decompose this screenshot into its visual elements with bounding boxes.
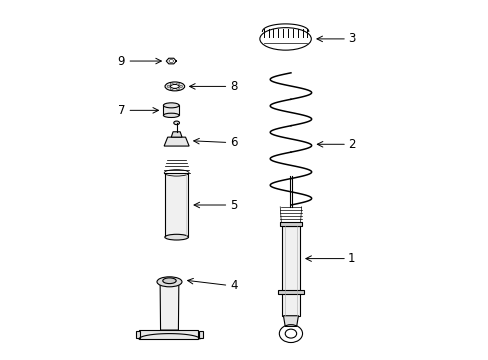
Polygon shape bbox=[171, 132, 182, 137]
Ellipse shape bbox=[176, 83, 179, 85]
Text: 4: 4 bbox=[229, 279, 237, 292]
Ellipse shape bbox=[170, 88, 173, 90]
Polygon shape bbox=[160, 282, 179, 330]
Text: 7: 7 bbox=[117, 104, 125, 117]
Polygon shape bbox=[164, 173, 188, 237]
Ellipse shape bbox=[176, 88, 179, 90]
Polygon shape bbox=[139, 330, 198, 339]
Text: 1: 1 bbox=[347, 252, 355, 265]
Ellipse shape bbox=[163, 113, 179, 117]
Polygon shape bbox=[281, 226, 300, 316]
Polygon shape bbox=[279, 222, 302, 226]
Polygon shape bbox=[135, 331, 140, 338]
Ellipse shape bbox=[163, 278, 176, 284]
Polygon shape bbox=[283, 316, 298, 327]
Ellipse shape bbox=[164, 234, 188, 240]
Text: 8: 8 bbox=[230, 80, 237, 93]
Ellipse shape bbox=[164, 82, 184, 91]
Ellipse shape bbox=[157, 277, 182, 287]
Ellipse shape bbox=[179, 85, 182, 87]
Text: 2: 2 bbox=[347, 138, 355, 151]
Text: 5: 5 bbox=[230, 198, 237, 212]
Ellipse shape bbox=[163, 103, 179, 108]
Ellipse shape bbox=[170, 83, 173, 85]
Text: 9: 9 bbox=[117, 55, 125, 68]
Polygon shape bbox=[278, 290, 303, 294]
Text: 6: 6 bbox=[229, 136, 237, 149]
Ellipse shape bbox=[173, 121, 179, 125]
Text: 3: 3 bbox=[347, 32, 355, 45]
Polygon shape bbox=[163, 105, 179, 115]
Ellipse shape bbox=[167, 85, 170, 87]
Polygon shape bbox=[164, 137, 189, 146]
Ellipse shape bbox=[170, 84, 179, 89]
Polygon shape bbox=[198, 331, 203, 338]
